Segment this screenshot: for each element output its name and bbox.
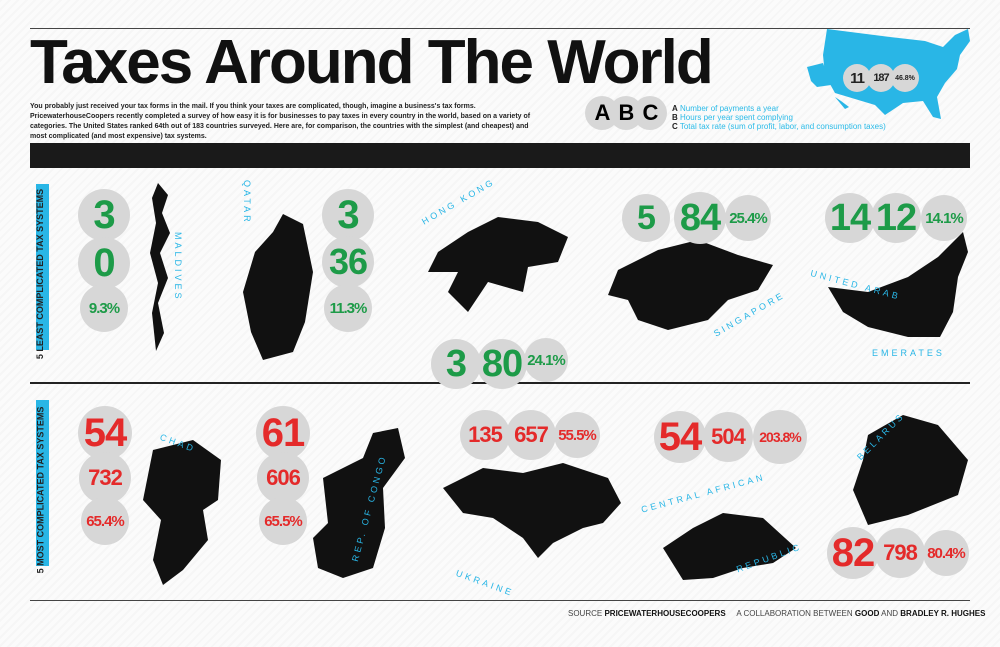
qatar-payments: 3 — [322, 189, 374, 241]
legend-key-c: C — [672, 122, 678, 131]
qatar-map — [243, 214, 313, 360]
hong-kong-rate: 24.1% — [524, 338, 568, 382]
maldives-hours: 0 — [78, 237, 130, 289]
header-bar — [30, 143, 970, 168]
ukraine-rate: 55.5% — [554, 412, 600, 458]
legend-text-b: Hours per year spent complying — [680, 113, 793, 122]
qatar-hours: 36 — [322, 236, 374, 288]
maldives-payments: 3 — [78, 189, 130, 241]
qatar-rate: 11.3% — [324, 284, 372, 332]
united-arab-map — [828, 232, 968, 337]
footer-collab-good: GOOD — [854, 609, 880, 618]
footer-source: PRICEWATERHOUSECOOPERS — [604, 609, 726, 618]
hong-kong-hours: 80 — [477, 339, 527, 389]
footer: SOURCE PRICEWATERHOUSECOOPERS A COLLABOR… — [568, 609, 985, 618]
belarus-rate: 80.4% — [923, 530, 969, 576]
central-african-rate: 203.8% — [753, 410, 807, 464]
hong-kong-map — [428, 217, 568, 312]
chad-map — [143, 440, 221, 585]
belarus-hours: 798 — [875, 528, 925, 578]
ukraine-payments: 135 — [460, 410, 510, 460]
usa-rate: 46.8% — [891, 64, 919, 92]
intro-text: You probably just received your tax form… — [30, 101, 531, 140]
central-african-payments: 54 — [654, 411, 706, 463]
rep-of-congo-map — [313, 428, 405, 578]
united-arab-label: EMERATES — [872, 348, 945, 358]
chad-rate: 65.4% — [81, 497, 129, 545]
footer-and: AND — [881, 609, 899, 618]
maldives-rate: 9.3% — [80, 284, 128, 332]
central-african-map — [663, 513, 796, 580]
legend-key-a: A — [672, 104, 678, 113]
central-african-hours: 504 — [703, 412, 753, 462]
ukraine-hours: 657 — [506, 410, 556, 460]
qatar-label: QATAR — [242, 180, 252, 225]
usa-hours: 187 — [867, 64, 895, 92]
belarus-payments: 82 — [827, 527, 879, 579]
maldives-label: MALDIVES — [173, 232, 183, 302]
footer-collab-label: A COLLABORATION BETWEEN — [736, 609, 853, 618]
singapore-rate: 25.4% — [725, 195, 771, 241]
rep-of-congo-payments: 61 — [256, 406, 310, 460]
page-title: Taxes Around The World — [30, 28, 714, 97]
footer-source-label: SOURCE — [568, 609, 603, 618]
legend-key-b: B — [672, 113, 678, 122]
united-arab-rate: 14.1% — [921, 195, 967, 241]
rep-of-congo-hours: 606 — [257, 452, 309, 504]
legend-text-c: Total tax rate (sum of profit, labor, an… — [679, 122, 886, 131]
chad-payments: 54 — [78, 406, 132, 460]
maldives-map — [150, 183, 170, 351]
singapore-hours: 84 — [674, 192, 726, 244]
legend-key: A Number of payments a year B Hours per … — [672, 104, 886, 131]
united-arab-hours: 12 — [871, 193, 921, 243]
footer-collab-hughes: BRADLEY R. HUGHES — [900, 609, 986, 618]
least-section-label: 5 LEAST COMPLICATED TAX SYSTEMS — [35, 188, 45, 360]
ukraine-map — [443, 463, 621, 558]
most-sidebar-accent — [36, 400, 49, 566]
most-section-label-wrap: 5 MOST COMPLICATED TAX SYSTEMS — [30, 400, 50, 580]
belarus-map — [853, 415, 968, 525]
usa-payments: 11 — [843, 64, 871, 92]
most-section-label: 5 MOST COMPLICATED TAX SYSTEMS — [35, 406, 45, 574]
ukraine-label: UKRAINE — [454, 568, 516, 599]
legend-letter-c: C — [633, 96, 667, 130]
singapore-payments: 5 — [622, 194, 670, 242]
legend-text-a: Number of payments a year — [680, 104, 779, 113]
hong-kong-payments: 3 — [431, 339, 481, 389]
singapore-map — [608, 240, 773, 330]
rep-of-congo-rate: 65.5% — [259, 497, 307, 545]
united-arab-payments: 14 — [825, 193, 875, 243]
chad-hours: 732 — [79, 452, 131, 504]
least-section-label-wrap: 5 LEAST COMPLICATED TAX SYSTEMS — [30, 184, 50, 364]
least-sidebar-accent — [36, 184, 49, 350]
